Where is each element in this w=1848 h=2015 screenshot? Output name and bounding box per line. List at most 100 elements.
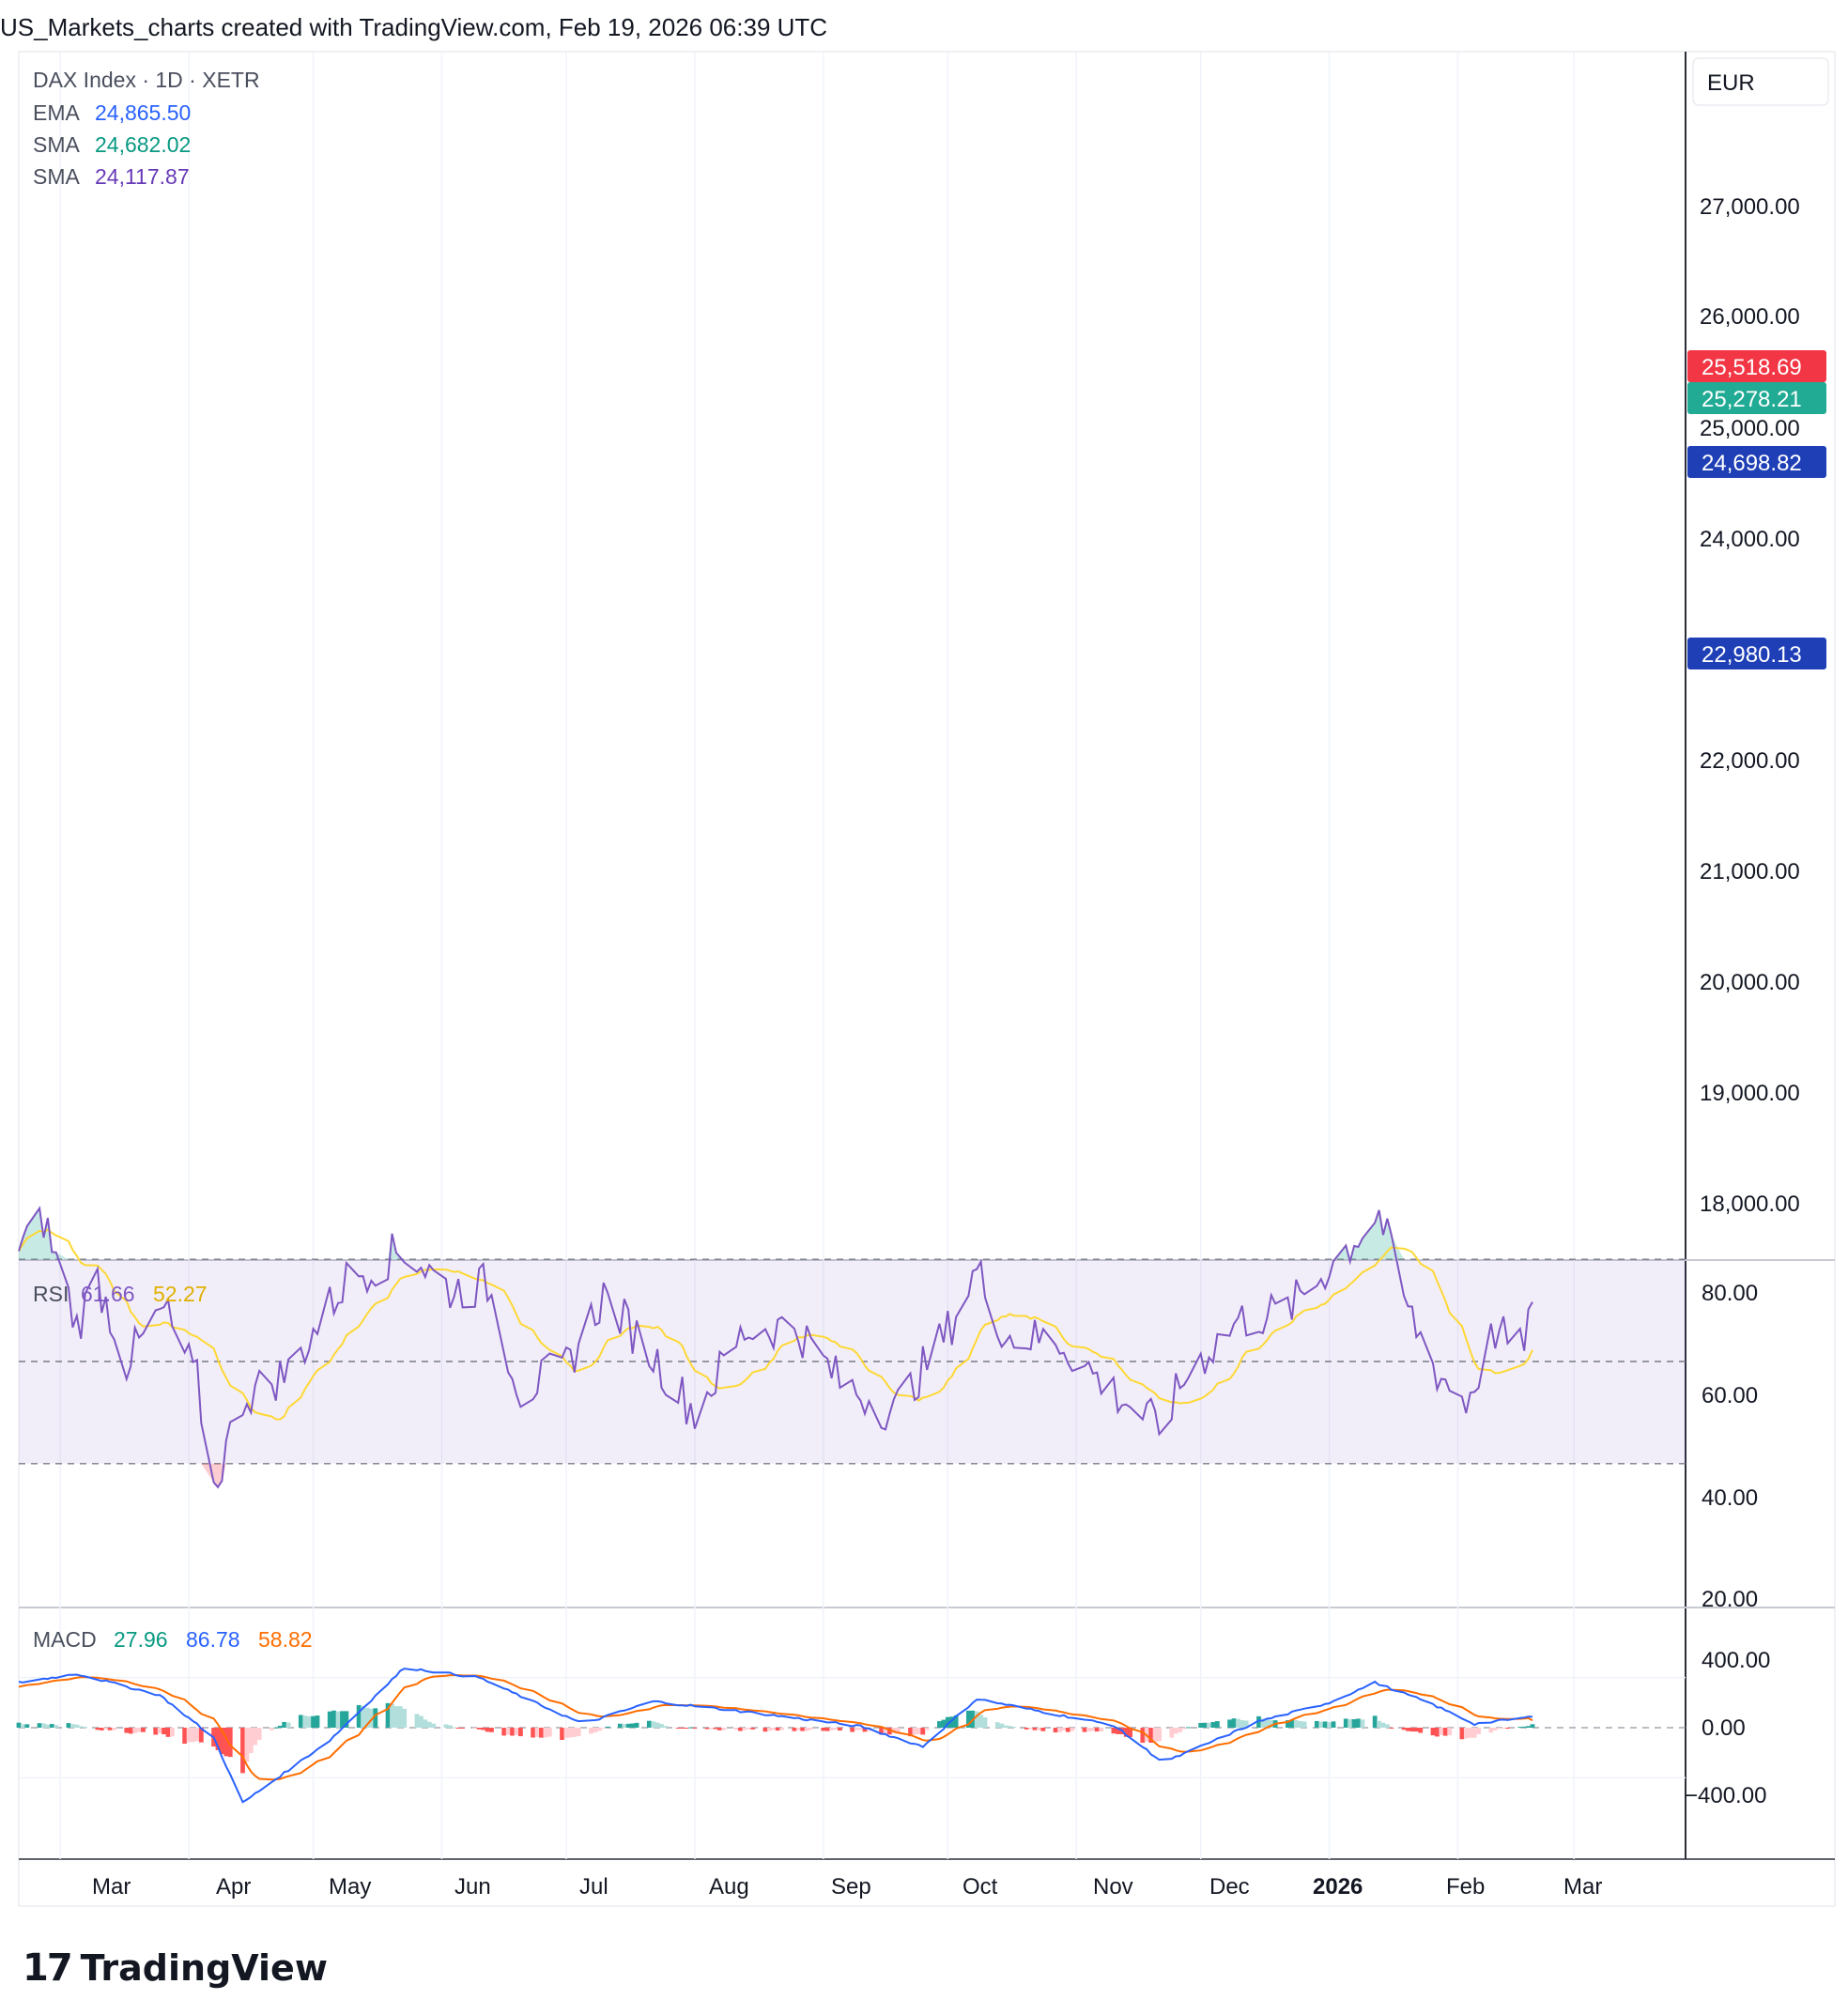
macd-histogram-bar bbox=[1314, 1720, 1319, 1728]
macd-histogram-bar bbox=[1140, 1728, 1146, 1744]
macd-histogram-bar bbox=[680, 1728, 685, 1729]
macd-histogram-bar bbox=[356, 1704, 362, 1728]
macd-histogram-bar bbox=[1202, 1722, 1208, 1728]
macd-histogram-bar bbox=[1286, 1720, 1290, 1728]
macd-histogram-bar bbox=[531, 1728, 536, 1738]
rsi-axis[interactable]: 80.00 60.00 40.00 20.00 bbox=[1702, 1281, 1758, 1612]
macd-histogram-bar bbox=[1094, 1728, 1100, 1732]
macd-histogram-bar bbox=[941, 1719, 947, 1728]
rsi-ma-line bbox=[18, 1228, 1533, 1421]
macd-histogram-bar bbox=[472, 1728, 478, 1729]
price-tick: 19,000.00 bbox=[1700, 1081, 1800, 1106]
macd-histogram-bar bbox=[136, 1728, 142, 1732]
price-tick: 24,000.00 bbox=[1700, 527, 1800, 552]
macd-histogram-bar bbox=[937, 1721, 942, 1728]
macd-histogram-bar bbox=[1256, 1715, 1261, 1728]
macd-histogram-bar bbox=[887, 1728, 892, 1735]
macd-histogram-bar bbox=[1240, 1720, 1245, 1728]
macd-histogram-bar bbox=[476, 1728, 482, 1730]
macd-histogram-bar bbox=[37, 1723, 42, 1728]
macd-histogram-bar bbox=[54, 1725, 59, 1728]
macd-histogram-bar bbox=[1377, 1720, 1381, 1728]
macd-histogram-bar bbox=[1028, 1728, 1034, 1730]
macd-histogram-bar bbox=[1082, 1728, 1087, 1732]
macd-histogram-bar bbox=[949, 1716, 955, 1728]
macd-histogram-bar bbox=[1065, 1728, 1070, 1732]
macd-histogram-bar bbox=[1343, 1718, 1348, 1728]
macd-histogram-bar bbox=[49, 1724, 54, 1728]
pane-frames bbox=[18, 51, 1836, 1907]
price-tick: 27,000.00 bbox=[1700, 194, 1800, 220]
macd-histogram-bar bbox=[302, 1715, 308, 1728]
macd-histogram-bar bbox=[605, 1726, 610, 1728]
macd-histogram-bar bbox=[762, 1728, 768, 1732]
macd-histogram-bar bbox=[1439, 1728, 1444, 1735]
macd-histogram-bar bbox=[771, 1728, 777, 1730]
macd-value: 86.78 bbox=[186, 1627, 240, 1652]
macd-histogram-bar bbox=[1435, 1728, 1440, 1737]
macd-histogram-bar bbox=[390, 1703, 394, 1728]
macd-histogram-bar bbox=[1086, 1728, 1091, 1731]
macd-tick: −400.00 bbox=[1685, 1783, 1766, 1808]
price-tick: 22,000.00 bbox=[1700, 748, 1800, 774]
macd-histogram-bar bbox=[141, 1728, 146, 1732]
price-axis[interactable]: 27,000.00 26,000.00 25,000.00 24,000.00 … bbox=[1700, 194, 1800, 1217]
chart-header: US_Markets_charts created with TradingVi… bbox=[0, 13, 828, 41]
macd-histogram-bar bbox=[244, 1728, 250, 1762]
macd-histogram-bar bbox=[547, 1728, 552, 1737]
macd-tick: 0.00 bbox=[1702, 1715, 1746, 1741]
currency-button[interactable]: EUR bbox=[1692, 57, 1829, 106]
macd-histogram-bar bbox=[908, 1728, 913, 1737]
macd-histogram-bar bbox=[1471, 1728, 1477, 1738]
macd-axis[interactable]: 400.00 0.00 −400.00 bbox=[1685, 1648, 1770, 1808]
macd-line bbox=[18, 1668, 1533, 1804]
macd-histogram-bar bbox=[713, 1728, 718, 1730]
macd-histogram-bar bbox=[162, 1728, 166, 1735]
support-tag-label: 22,980.13 bbox=[1702, 642, 1802, 668]
macd-histogram-bar bbox=[883, 1728, 888, 1734]
macd-histogram-bar bbox=[563, 1728, 569, 1738]
macd-histogram-bar bbox=[716, 1728, 722, 1730]
macd-histogram-bar bbox=[1099, 1728, 1104, 1731]
macd-histogram-bar bbox=[1260, 1718, 1266, 1728]
macd-histogram-bar bbox=[576, 1728, 581, 1736]
macd-histogram-bar bbox=[1517, 1727, 1523, 1729]
macd-histogram-bar bbox=[792, 1728, 797, 1731]
macd-histogram-bar bbox=[1181, 1728, 1187, 1730]
macd-histogram-bar bbox=[994, 1722, 1000, 1728]
macd-histogram-bar bbox=[675, 1728, 681, 1729]
macd-histogram-bar bbox=[622, 1724, 627, 1728]
rsi-overbought-fill bbox=[1358, 1238, 1363, 1260]
macd-histogram-bar bbox=[1008, 1725, 1012, 1728]
macd-histogram-bar bbox=[1003, 1725, 1009, 1728]
rsi-line bbox=[18, 1206, 1533, 1489]
macd-histogram-bar bbox=[838, 1728, 842, 1731]
macd-histogram-bar bbox=[688, 1727, 693, 1729]
macd-histogram-bar bbox=[795, 1728, 801, 1730]
macd-histogram-bar bbox=[368, 1708, 374, 1728]
macd-histogram-bar bbox=[750, 1728, 756, 1730]
macd-histogram-bar bbox=[170, 1728, 175, 1737]
macd-histogram-bar bbox=[654, 1722, 660, 1728]
macd-histogram-bar bbox=[157, 1728, 162, 1733]
macd-histogram-bar bbox=[1459, 1728, 1465, 1740]
macd-histogram-bar bbox=[1236, 1718, 1240, 1728]
support-tag-label: 24,698.82 bbox=[1702, 451, 1802, 476]
time-axis[interactable]: Mar Apr May Jun Jul Aug Sep Oct Nov Dec … bbox=[92, 1874, 1602, 1900]
macd-histogram-bar bbox=[447, 1725, 453, 1728]
macd-histogram-bar bbox=[824, 1728, 830, 1731]
macd-histogram-bar bbox=[485, 1728, 490, 1732]
macd-histogram-bar bbox=[1521, 1726, 1527, 1728]
tradingview-logo[interactable]: 17 TradingView bbox=[23, 1940, 328, 1996]
macd-histogram-bar bbox=[704, 1728, 710, 1730]
macd-histogram-bar bbox=[596, 1728, 602, 1731]
macd-histogram-bar bbox=[514, 1728, 519, 1735]
price-legend: DAX Index · 1D · XETR EMA 24,865.50 SMA … bbox=[33, 68, 260, 189]
rsi-overbought-fill bbox=[1378, 1209, 1384, 1260]
macd-histogram-bar bbox=[16, 1722, 22, 1728]
rsi-ma-legend-value: 52.27 bbox=[153, 1282, 208, 1306]
macd-histogram-bar bbox=[895, 1728, 901, 1733]
macd-signal-line bbox=[18, 1673, 1533, 1781]
macd-histogram-bar bbox=[1289, 1719, 1295, 1728]
